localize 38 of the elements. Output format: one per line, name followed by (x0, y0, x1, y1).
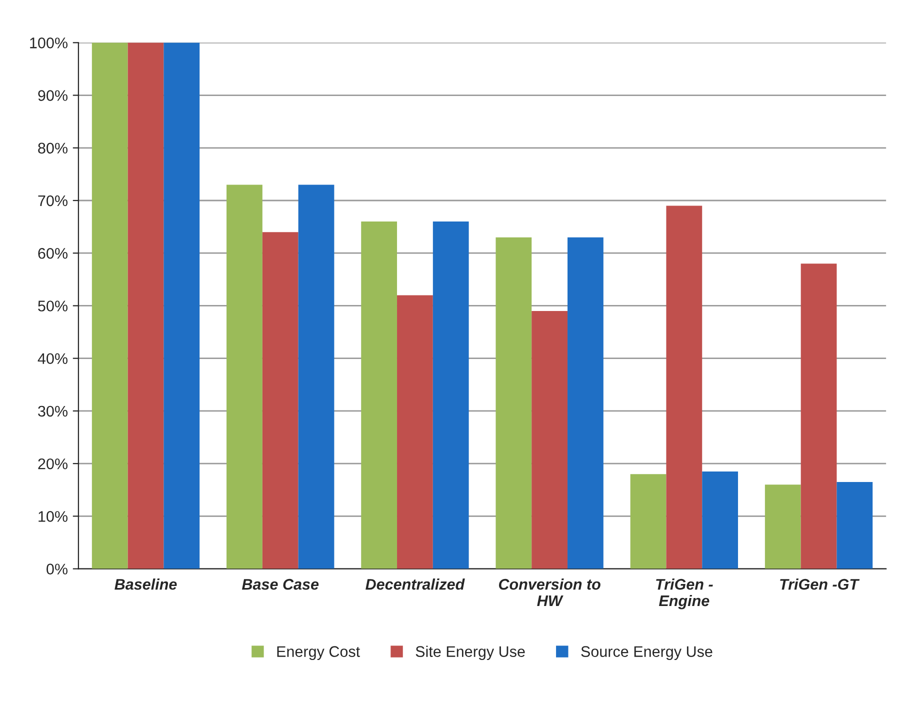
bar (164, 42, 200, 569)
y-tick-label: 60% (38, 248, 68, 259)
y-tick-label: 10% (38, 511, 68, 522)
x-tick-label: Decentralized (366, 578, 465, 590)
y-tick-label: 0% (46, 564, 68, 574)
bar (397, 295, 433, 569)
y-tick-label: 90% (38, 90, 68, 101)
bar (128, 42, 164, 569)
y-tick-label: 70% (38, 195, 68, 206)
bar (496, 237, 532, 569)
bar (666, 206, 702, 569)
legend-label: Site Energy Use (416, 646, 525, 660)
bar (361, 222, 398, 569)
y-tick-label: 50% (38, 300, 68, 312)
bar (702, 471, 738, 569)
y-tick-label: 20% (38, 458, 68, 470)
legend-label: Source Energy Use (581, 646, 712, 660)
legend-label: Energy Cost (277, 646, 360, 660)
x-tick-label: Baseline (114, 578, 177, 590)
bar (532, 310, 568, 569)
bar (262, 232, 298, 569)
bar (298, 184, 334, 569)
bar (226, 184, 262, 569)
bar (836, 482, 873, 569)
bar (800, 264, 837, 569)
bar (432, 222, 469, 569)
y-tick-label: 30% (38, 406, 68, 417)
bar (92, 42, 128, 569)
y-tick-label: 40% (38, 353, 68, 364)
x-tick-label: Base Case (242, 578, 319, 590)
bar (764, 484, 801, 569)
bar (630, 474, 666, 569)
x-tick-label: TriGen -GT (780, 578, 860, 590)
y-tick-label: 100% (30, 38, 68, 48)
bar (568, 237, 604, 569)
y-tick-label: 80% (38, 142, 68, 154)
x-tick-label: TriGen - Engine (656, 578, 713, 610)
x-tick-label: Conversion to HW (498, 578, 600, 606)
